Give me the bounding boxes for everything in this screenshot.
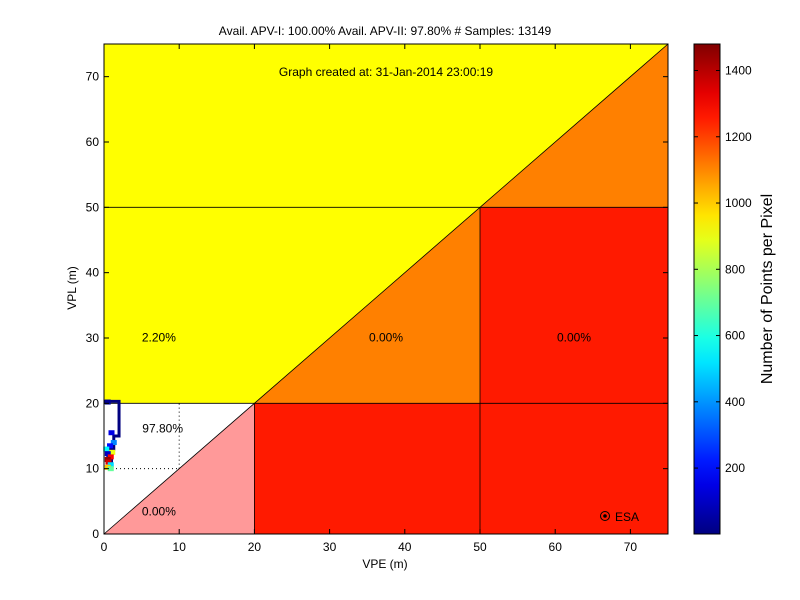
data-cell-12: [107, 466, 114, 472]
colorbar-tick-label-0: 200: [725, 461, 745, 475]
y-tick-label-5: 50: [86, 200, 100, 214]
x-tick-label-0: 0: [101, 540, 108, 554]
grid-lines: [103, 43, 669, 535]
esa-watermark-text: ESA: [615, 510, 639, 524]
y-axis-label: VPL (m): [65, 266, 79, 310]
y-tick-label-3: 30: [86, 331, 100, 345]
colorbar-tick-label-6: 1400: [725, 64, 752, 78]
region-labels: 2.20% 0.00% 0.00% 97.80% 0.00%: [142, 330, 591, 518]
colorbar-tick-label-2: 600: [725, 329, 745, 343]
colorbar-ticks: 200 400 600 800 1000 1200 1400: [694, 64, 752, 475]
y-tick-label-7: 70: [86, 70, 100, 84]
x-tick-label-5: 50: [473, 540, 487, 554]
colorbar-tick-label-1: 400: [725, 395, 745, 409]
colorbar-tick-label-3: 800: [725, 262, 745, 276]
data-cell-5: [109, 449, 116, 455]
x-tick-label-3: 30: [323, 540, 337, 554]
y-tick-label-2: 20: [86, 396, 100, 410]
y-tick-label-4: 40: [86, 266, 100, 280]
y-axis: 0 10 20 30 40 50 60 70: [86, 70, 668, 541]
region-2: [104, 207, 480, 404]
region-4: [480, 207, 668, 404]
x-tick-label-2: 20: [248, 540, 262, 554]
colorbar-gradient: [693, 43, 721, 535]
x-tick-label-6: 60: [549, 540, 563, 554]
esa-watermark: ESA: [600, 510, 639, 524]
region-boundary-line-5: [103, 43, 669, 535]
data-cell-10: [107, 462, 114, 468]
graph-created-annotation: Graph created at: 31-Jan-2014 23:00:19: [279, 65, 493, 79]
esa-logo-dot: [603, 514, 607, 518]
data-cell-4: [103, 446, 110, 452]
data-cell-1: [108, 430, 115, 436]
y-tick-label-0: 0: [92, 527, 99, 541]
region-percentage-label-0: 2.20%: [142, 330, 176, 344]
x-tick-label-7: 70: [624, 540, 638, 554]
plot-area: 2.20% 0.00% 0.00% 97.80% 0.00%: [103, 43, 669, 535]
region-1: [254, 403, 668, 534]
colorbar-tick-label-5: 1200: [725, 130, 752, 144]
data-cell-7: [107, 454, 114, 460]
x-tick-label-4: 40: [398, 540, 412, 554]
data-cell-6: [104, 451, 111, 457]
region-percentage-label-3: 97.80%: [142, 422, 183, 436]
x-axis-label: VPE (m): [362, 557, 407, 571]
data-cell-0: [104, 399, 111, 405]
chart-title: Avail. APV-I: 100.00% Avail. APV-II: 97.…: [219, 24, 552, 38]
colorbar-tick-label-4: 1000: [725, 196, 752, 210]
region-percentage-label-4: 0.00%: [142, 505, 176, 519]
region-5: [104, 44, 668, 208]
data-cell-3: [107, 443, 114, 449]
data-cells-layer: [103, 399, 121, 472]
data-cell-9: [105, 459, 112, 465]
x-tick-label-1: 10: [173, 540, 187, 554]
data-cell-2: [110, 440, 117, 446]
x-axis: 0 10 20 30 40 50 60 70: [101, 44, 638, 554]
esa-logo-icon: [600, 511, 610, 521]
data-cell-8: [104, 457, 111, 463]
region-percentage-label-2: 0.00%: [557, 330, 591, 344]
plot-frame: [103, 43, 669, 535]
colorbar: 200 400 600 800 1000 1200 1400: [693, 43, 752, 535]
y-tick-label-1: 10: [86, 462, 100, 476]
region-percentage-label-1: 0.00%: [369, 330, 403, 344]
y-tick-label-6: 60: [86, 135, 100, 149]
colorbar-label: Number of Points per Pixel: [759, 194, 776, 384]
data-cell-11: [104, 464, 111, 470]
